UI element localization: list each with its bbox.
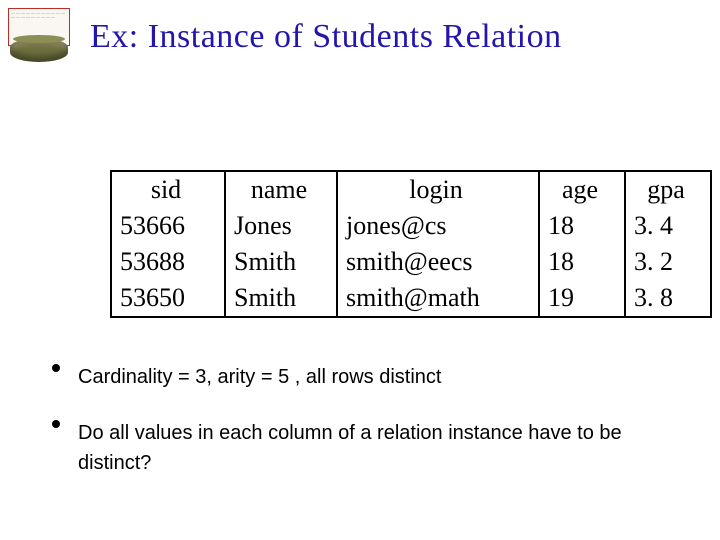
- cell: 53666: [111, 208, 225, 244]
- bullet-text: Do all values in each column of a relati…: [78, 422, 622, 474]
- cell: 18: [539, 244, 625, 280]
- cell: 3. 4: [625, 208, 711, 244]
- table-header-row: sid name login age gpa: [111, 171, 711, 208]
- cell: jones@cs: [337, 208, 539, 244]
- table-row: 53666 Jones jones@cs 18 3. 4: [111, 208, 711, 244]
- cell: 3. 2: [625, 244, 711, 280]
- cell: 18: [539, 208, 625, 244]
- database-barrel-icon: [10, 38, 68, 62]
- bullet-text: Cardinality = 3, arity = 5 , all rows di…: [78, 366, 441, 388]
- cell: Jones: [225, 208, 337, 244]
- slide-title: Ex: Instance of Students Relation: [90, 18, 690, 56]
- bullet-dot-icon: [52, 420, 60, 428]
- cell: Smith: [225, 280, 337, 317]
- cell: smith@eecs: [337, 244, 539, 280]
- cell: Smith: [225, 244, 337, 280]
- cell: 53688: [111, 244, 225, 280]
- cell: 3. 8: [625, 280, 711, 317]
- bullet-dot-icon: [52, 364, 60, 372]
- table-row: 53688 Smith smith@eecs 18 3. 2: [111, 244, 711, 280]
- col-name: name: [225, 171, 337, 208]
- col-gpa: gpa: [625, 171, 711, 208]
- bullet-item: Cardinality = 3, arity = 5 , all rows di…: [48, 362, 680, 392]
- table-row: 53650 Smith smith@math 19 3. 8: [111, 280, 711, 317]
- col-sid: sid: [111, 171, 225, 208]
- students-table: sid name login age gpa 53666 Jones jones…: [110, 170, 712, 318]
- col-age: age: [539, 171, 625, 208]
- cell: 19: [539, 280, 625, 317]
- cell: 53650: [111, 280, 225, 317]
- slide: — — — — — — — — — — — — — — — — — — — — …: [0, 0, 720, 540]
- bullet-item: Do all values in each column of a relati…: [48, 418, 680, 478]
- cell: smith@math: [337, 280, 539, 317]
- students-table-wrap: sid name login age gpa 53666 Jones jones…: [110, 170, 712, 318]
- corner-decoration: — — — — — — — — — — — — — — — — — — — —: [8, 8, 80, 66]
- col-login: login: [337, 171, 539, 208]
- bullet-list: Cardinality = 3, arity = 5 , all rows di…: [48, 362, 680, 504]
